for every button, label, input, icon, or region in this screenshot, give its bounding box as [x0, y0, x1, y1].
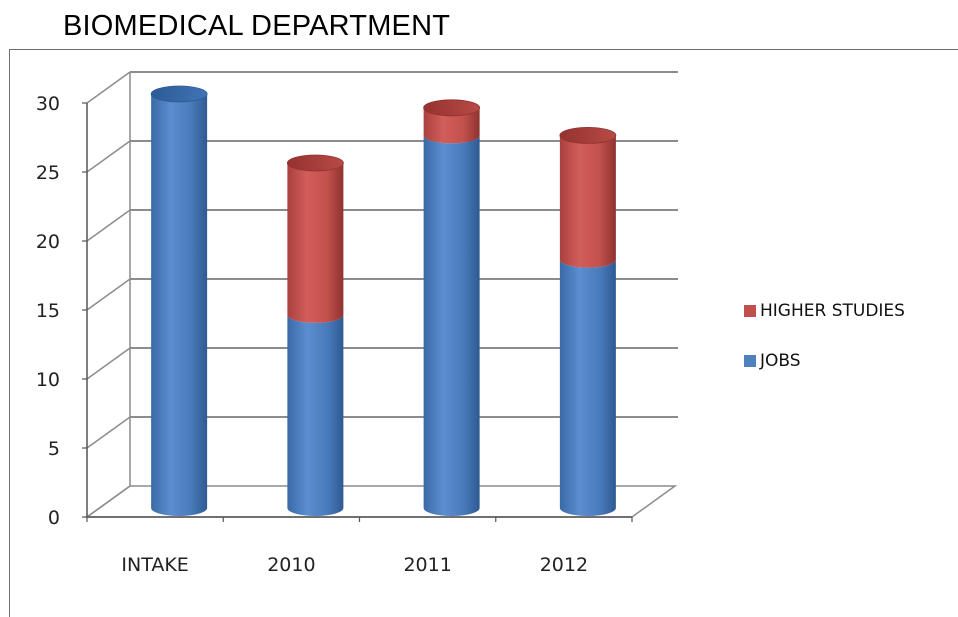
y-tick-label: 5: [48, 438, 60, 460]
y-tick-label: 20: [36, 231, 60, 253]
gridline-depth: [86, 416, 131, 449]
legend-label-jobs: JOBS: [760, 351, 801, 371]
y-tick-label: 30: [36, 93, 60, 115]
gridline-depth: [86, 347, 131, 380]
x-tick-label: 2012: [540, 554, 588, 576]
axis-labels: 0 5 10 15 20 25 30 INTAKE 2010 2011 2012: [36, 93, 588, 576]
axes: [82, 102, 633, 522]
y-tick-label: 0: [48, 507, 60, 529]
bar-jobs-2012: [559, 259, 616, 516]
legend-label-higher-studies: HIGHER STUDIES: [760, 301, 905, 321]
frame-top-border: [9, 49, 958, 50]
bars: [150, 85, 617, 516]
y-tick-label: 10: [36, 369, 60, 391]
y-tick-label: 25: [36, 162, 60, 184]
legend-item-jobs: JOBS: [744, 351, 801, 371]
bar-higher-studies-2010: [287, 163, 344, 323]
gridline-depth: [86, 209, 131, 242]
bar-higher-studies-2012: [559, 135, 616, 268]
bar-top-cap: [559, 126, 617, 144]
x-tick-label: INTAKE: [121, 554, 188, 576]
bar-higher-studies-2011: [423, 107, 480, 144]
gridline-depth: [86, 278, 131, 311]
legend-item-higher-studies: HIGHER STUDIES: [744, 301, 905, 321]
chart-title: BIOMEDICAL DEPARTMENT: [63, 10, 451, 42]
frame-left-border: [9, 49, 10, 617]
bar-jobs-intake: [151, 94, 208, 516]
y-tick-label: 15: [36, 300, 60, 322]
bar-top-cap: [286, 154, 344, 172]
bar-jobs-2011: [423, 135, 480, 516]
x-tick-label: 2011: [403, 554, 451, 576]
legend-swatch-higher-studies: [744, 305, 756, 317]
gridline-depth: [86, 140, 131, 173]
gridline-depth: [86, 71, 131, 104]
x-tick-label: 2010: [267, 554, 315, 576]
bar-top-cap: [150, 85, 208, 103]
bar-top-cap: [423, 99, 481, 117]
bar-jobs-2010: [287, 314, 344, 516]
legend-swatch-jobs: [744, 355, 756, 367]
